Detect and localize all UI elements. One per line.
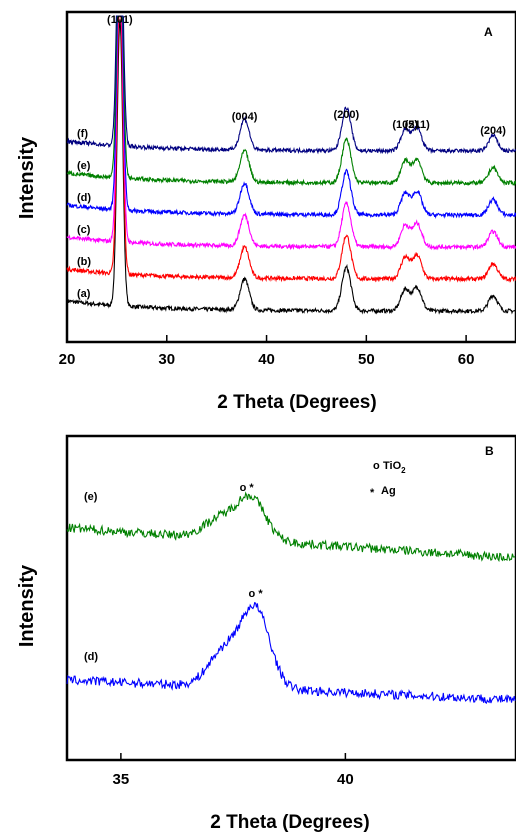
panel-b-x-ticks: 35 40	[113, 753, 354, 788]
legend-ag-label: Ag	[381, 485, 396, 497]
panel-b-peak-markers: o * o *	[240, 482, 264, 600]
legend-tio2-label: TiO2	[383, 460, 406, 475]
panel-b-series-label: (d)	[84, 651, 98, 663]
panel-a-label: A	[484, 25, 493, 39]
panel-a-series-label: (a)	[77, 288, 91, 300]
panel-b-x-tick-label: 35	[113, 771, 130, 788]
panel-a-x-tick-label: 40	[258, 351, 275, 368]
panel-b-legend: o TiO2 * Ag	[370, 460, 406, 499]
panel-b-series-group	[66, 491, 516, 705]
panel-a-series-label: (c)	[77, 224, 91, 236]
panel-a-x-tick-label: 50	[358, 351, 375, 368]
panel-a-peak-label: (211)	[405, 119, 430, 131]
panel-a-x-tick-label: 30	[158, 351, 175, 368]
panel-a-series-group	[66, 15, 516, 315]
panel-b-peak-marker: o *	[249, 588, 264, 600]
panel-a-series-line	[66, 15, 516, 219]
panel-a-y-axis-label: Intensity	[16, 136, 38, 219]
panel-a: 20 30 40 50 60 (101) (004) (200) (105)(211) (204…	[16, 10, 516, 413]
panel-a-series-line	[66, 19, 516, 315]
panel-a-peak-label: (101)	[107, 14, 133, 26]
panel-a-peak-label: (105)	[392, 119, 418, 131]
panel-b-peak-marker: o *	[240, 482, 255, 494]
panel-b-frame	[65, 434, 516, 762]
legend-tio2-marker: o	[373, 460, 380, 472]
panel-b-label: B	[485, 444, 494, 458]
panel-b-series-line	[66, 601, 516, 705]
panel-a-x-tick-label: 60	[458, 351, 475, 368]
panel-b: 35 40 (e) (d) o * o * B o TiO2 * Ag 2 Theta…	[16, 434, 516, 833]
panel-a-series-label: (f)	[77, 128, 88, 140]
panel-a-series-line	[66, 15, 516, 155]
panel-b-x-tick-label: 40	[337, 771, 354, 788]
panel-a-series-line	[66, 15, 516, 187]
panel-b-series-labels: (e) (d)	[84, 491, 98, 663]
panel-b-x-axis-label: 2 Theta (Degrees)	[210, 812, 369, 833]
panel-a-series-label: (b)	[77, 256, 91, 268]
panel-b-y-axis-label: Intensity	[16, 564, 38, 647]
panel-a-peak-label: (004)	[232, 111, 258, 123]
panel-a-series-labels: (a) (b) (c) (d) (e) (f)	[77, 128, 91, 300]
panel-a-series-label: (e)	[77, 160, 91, 172]
panel-a-peak-labels: (101) (004) (200) (105)(211) (204)	[107, 14, 506, 137]
panel-a-peak-label: (200)	[334, 109, 360, 121]
panel-a-series-line	[66, 15, 516, 283]
panel-a-series-line	[66, 15, 516, 251]
legend-ag-marker: *	[370, 487, 375, 499]
panel-b-series-label: (e)	[84, 491, 98, 503]
panel-a-x-axis-label: 2 Theta (Degrees)	[217, 392, 376, 413]
panel-a-series-label: (d)	[77, 192, 91, 204]
panel-b-series-line	[66, 491, 516, 563]
panel-a-x-ticks: 20 30 40 50 60	[59, 335, 475, 368]
panel-a-frame	[65, 10, 516, 344]
panel-a-peak-label: (204)	[480, 125, 506, 137]
panel-a-x-tick-label: 20	[59, 351, 76, 368]
